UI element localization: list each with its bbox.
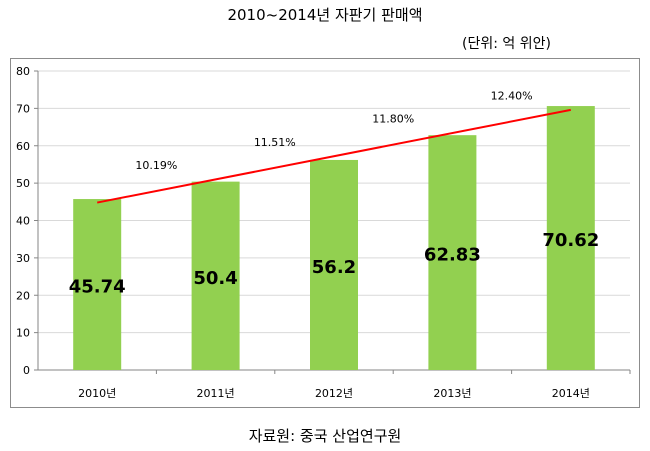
- y-tick-label: 80: [16, 65, 30, 78]
- growth-rate-label: 11.80%: [372, 113, 414, 126]
- y-tick-label: 40: [16, 215, 30, 228]
- y-tick-label: 0: [23, 364, 30, 377]
- bar-2014년: [546, 106, 595, 371]
- y-tick-label: 70: [16, 102, 30, 115]
- x-tick-label: 2011년: [197, 387, 235, 400]
- x-tick-label: 2013년: [433, 387, 471, 400]
- data-label: 45.74: [69, 277, 126, 298]
- y-tick-label: 10: [16, 327, 30, 340]
- chart-frame: [10, 58, 640, 408]
- bar-2013년: [428, 135, 477, 370]
- data-label: 50.4: [193, 268, 237, 289]
- growth-rate-label: 12.40%: [491, 89, 533, 102]
- growth-rate-label: 10.19%: [135, 159, 177, 172]
- y-tick-label: 20: [16, 289, 30, 302]
- data-label: 56.2: [312, 257, 356, 278]
- y-tick-label: 60: [16, 140, 30, 153]
- y-tick-label: 30: [16, 252, 30, 265]
- y-tick-label: 50: [16, 177, 30, 190]
- unit-label: (단위: 억 위안): [462, 36, 551, 52]
- growth-rate-label: 11.51%: [254, 136, 296, 149]
- x-tick-label: 2010년: [78, 387, 116, 400]
- trend-line: [97, 108, 571, 204]
- data-label: 62.83: [424, 245, 481, 266]
- bar-2011년: [191, 181, 240, 370]
- bar-chart: 0 10 20 30 40 50 60 70 80 2010년 45.74 2011년 50.4 2012…: [16, 65, 631, 400]
- x-tick-label: 2012년: [315, 387, 353, 400]
- data-label: 70.62: [542, 230, 599, 251]
- bar-2012년: [310, 159, 358, 370]
- source-note: 자료원: 중국 산업연구원: [248, 427, 402, 445]
- bar-2010년: [73, 199, 122, 370]
- chart-title: 2010~2014년 자판기 판매액: [227, 6, 423, 24]
- x-tick-label: 2014년: [552, 387, 590, 400]
